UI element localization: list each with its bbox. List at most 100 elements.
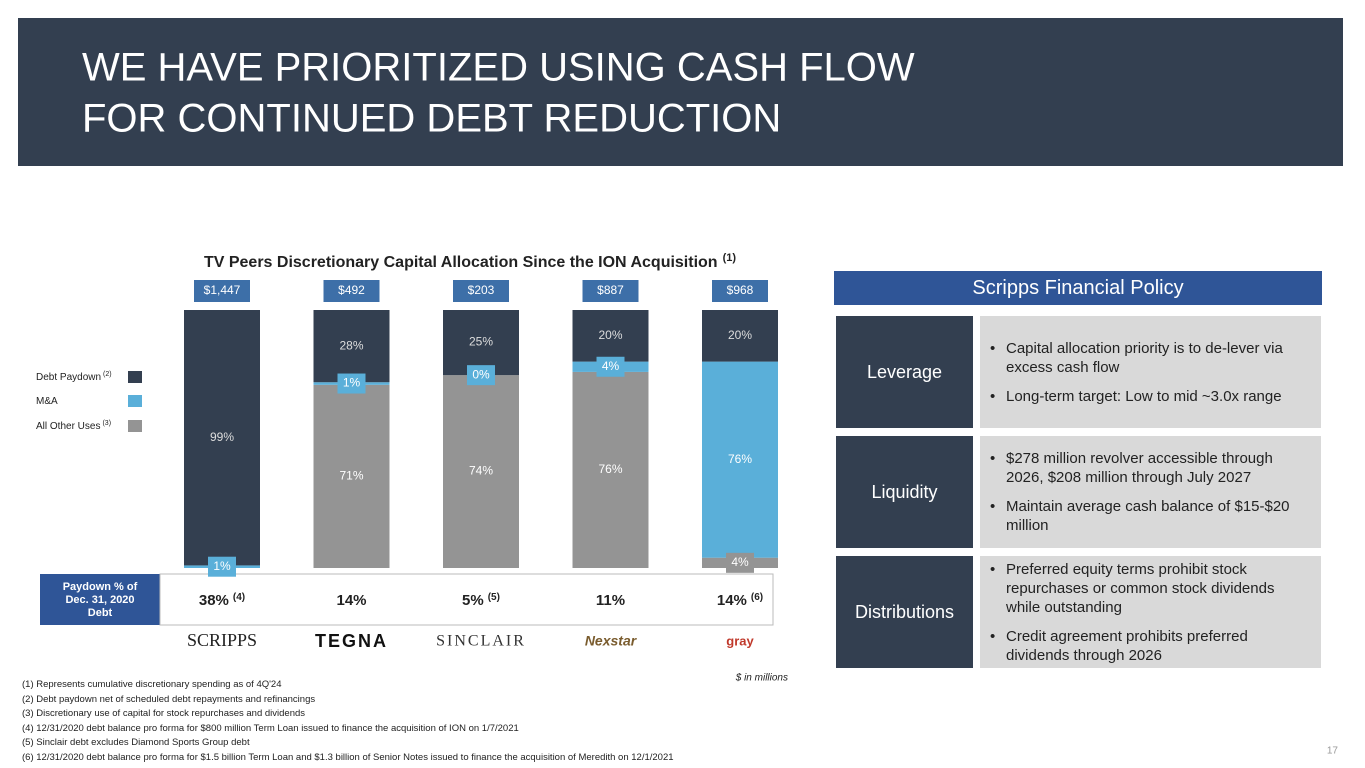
legend-label: Debt Paydown (2) [36,371,112,383]
company-logo: SINCLAIR [436,633,526,650]
legend-note: (2) [103,371,112,378]
policy-label: Distributions [836,556,973,668]
paydown-text: 14% [336,592,366,609]
header-band [18,18,1343,166]
paydown-note: (5) [488,592,500,603]
paydown-value: 38% (4) [199,592,245,609]
paydown-row-box [159,573,774,626]
paydown-note: (4) [233,592,245,603]
chart-title-text: TV Peers Discretionary Capital Allocatio… [204,254,718,271]
footnote: (6) 12/31/2020 debt balance pro forma fo… [22,751,674,763]
paydown-note: (6) [751,592,763,603]
title-line: FOR CONTINUED DEBT REDUCTION [82,97,781,141]
paydown-value: 5% (5) [462,592,500,609]
data-label: 99% [210,430,234,444]
legend-note: (3) [102,420,111,427]
policy-body: Preferred equity terms prohibit stock re… [980,556,1321,668]
total-box [453,280,509,302]
chart-title: TV Peers Discretionary Capital Allocatio… [204,252,736,271]
label-box [726,552,754,573]
bar-segment [313,384,390,568]
page-number: 17 [1327,746,1339,757]
policy-bullet: Preferred equity terms prohibit stock re… [990,560,1307,617]
data-label: 4% [602,359,620,373]
data-label: 0% [472,367,490,381]
bar-segment [572,371,649,568]
policy-bullet: $278 million revolver accessible through… [990,449,1307,487]
data-label: 28% [339,338,363,352]
footnote: (5) Sinclair debt excludes Diamond Sport… [22,737,250,748]
bar-segment [572,310,649,362]
footnote: (3) Discretionary use of capital for sto… [22,708,306,719]
paydown-label: Debt [88,607,113,619]
company-logo: SCRIPPS [187,630,257,650]
paydown-value: 11% [596,592,625,609]
total-label: $203 [468,283,495,297]
policy-body: Capital allocation priority is to de-lev… [980,316,1321,428]
policy-label: Liquidity [836,436,973,548]
paydown-label-box [40,574,160,625]
total-label: $492 [338,283,365,297]
unit-note: $ in millions [735,673,788,684]
total-box [582,280,639,302]
policy-bullet: Credit agreement prohibits preferred div… [990,627,1307,665]
data-label: 71% [339,469,363,483]
legend-label: All Other Uses (3) [36,420,111,432]
bar-segment [443,310,519,376]
title-note: (1) [723,252,737,264]
total-label: $887 [597,283,624,297]
data-label: 20% [728,328,752,342]
paydown-text: 38% [199,592,229,609]
paydown-value: 14% (6) [717,592,763,609]
company-logo: gray [726,633,754,648]
bar-segment [184,310,260,566]
data-label: 4% [731,555,749,569]
total-box [194,280,250,302]
policy-label: Leverage [836,316,973,428]
data-label: 76% [728,452,752,466]
bar-segment [443,375,519,568]
legend-label: M&A [36,396,58,407]
legend-name: M&A [36,396,58,407]
paydown-label: Paydown % of [63,581,138,593]
bar-segment [702,310,778,362]
legend-swatch [128,395,142,407]
legend-name: All Other Uses [36,421,100,432]
footnote: (4) 12/31/2020 debt balance pro forma fo… [22,722,519,734]
paydown-text: 11% [596,592,625,609]
footnote: (2) Debt paydown net of scheduled debt r… [22,693,316,705]
policy-title: Scripps Financial Policy [834,271,1322,305]
paydown-value: 14% [336,592,366,609]
data-label: 20% [598,328,622,342]
legend-swatch [128,371,142,383]
policy-bullet: Capital allocation priority is to de-lev… [990,339,1307,377]
data-label: 74% [469,464,493,478]
data-label: 76% [598,462,622,476]
data-label: 25% [469,335,493,349]
title-line: WE HAVE PRIORITIZED USING CASH FLOW [82,46,915,90]
bar-segment [702,361,778,558]
label-box [596,356,625,377]
paydown-text: 5% [462,592,484,609]
legend-name: Debt Paydown [36,372,101,383]
policy-bullet: Long-term target: Low to mid ~3.0x range [990,387,1307,406]
legend-swatch [128,420,142,432]
footnote: (1) Represents cumulative discretionary … [22,679,282,690]
total-label: $968 [727,283,754,297]
company-logo: TEGNA [315,631,388,651]
paydown-text: 14% [717,592,747,609]
policy-bullet: Maintain average cash balance of $15-$20… [990,497,1307,535]
label-box [467,365,495,386]
label-box [208,556,236,577]
data-label: 1% [213,559,231,573]
bar-segment [313,310,390,383]
policy-body: $278 million revolver accessible through… [980,436,1321,548]
label-box [337,373,366,394]
paydown-label: Dec. 31, 2020 [65,594,134,606]
data-label: 1% [343,376,361,390]
total-box [323,280,380,302]
total-label: $1,447 [204,283,241,297]
company-logo: Nexstar [585,633,638,649]
